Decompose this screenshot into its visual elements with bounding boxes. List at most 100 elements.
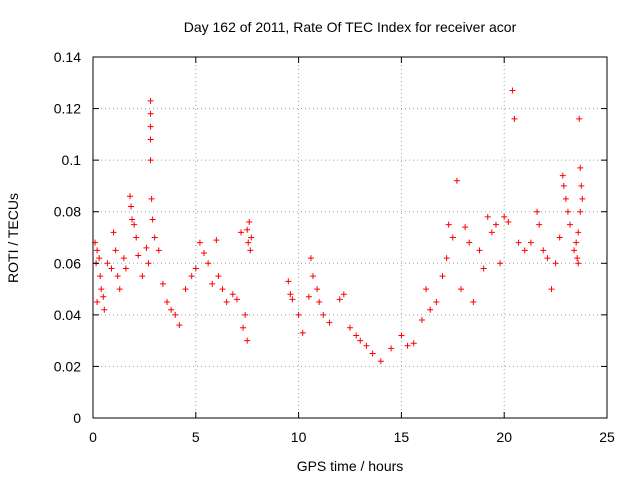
plot-frame <box>92 56 608 419</box>
data-point <box>577 208 584 215</box>
data-point <box>287 291 294 298</box>
data-point <box>244 226 251 233</box>
data-point <box>515 239 522 246</box>
data-point <box>127 193 134 200</box>
data-point <box>466 239 473 246</box>
data-point <box>149 216 156 223</box>
data-point <box>505 219 512 226</box>
data-point <box>209 280 216 287</box>
data-point <box>574 255 581 262</box>
data-point <box>299 329 306 336</box>
data-point <box>223 298 230 305</box>
data-point <box>205 260 212 267</box>
grid <box>93 57 607 418</box>
data-point <box>439 273 446 280</box>
data-point <box>104 260 111 267</box>
x-tick-label: 15 <box>394 429 410 445</box>
y-tick-label: 0.06 <box>54 255 81 271</box>
data-point <box>192 265 199 272</box>
data-point <box>552 260 559 267</box>
data-point <box>534 208 541 215</box>
data-point <box>566 221 573 228</box>
data-point <box>229 291 236 298</box>
data-point <box>151 234 158 241</box>
y-tick-label: 0 <box>73 410 81 426</box>
data-point <box>544 255 551 262</box>
data-point <box>577 164 584 171</box>
data-point <box>363 342 370 349</box>
data-point <box>497 260 504 267</box>
data-point <box>219 286 226 293</box>
data-point <box>445 221 452 228</box>
y-tick-label: 0.04 <box>54 307 81 323</box>
data-point <box>233 296 240 303</box>
data-point <box>564 208 571 215</box>
y-tick-label: 0.12 <box>54 101 81 117</box>
data-point <box>575 229 582 236</box>
data-point <box>336 296 343 303</box>
y-tick-label: 0.14 <box>54 49 81 65</box>
data-point <box>147 97 154 104</box>
data-point <box>484 213 491 220</box>
data-point <box>433 298 440 305</box>
data-point <box>418 317 425 324</box>
data-point <box>196 239 203 246</box>
data-point <box>96 255 103 262</box>
data-point <box>245 239 252 246</box>
data-point <box>548 286 555 293</box>
ticks <box>92 56 608 419</box>
data-point <box>309 273 316 280</box>
data-point <box>536 221 543 228</box>
data-point <box>470 298 477 305</box>
data-point <box>575 260 582 267</box>
data-point <box>340 291 347 298</box>
data-point <box>143 244 150 251</box>
chart-title: Day 162 of 2011, Rate Of TEC Index for r… <box>184 19 517 35</box>
data-point <box>129 216 136 223</box>
data-point <box>443 255 450 262</box>
data-point <box>285 278 292 285</box>
data-point <box>511 115 518 122</box>
data-point <box>307 255 314 262</box>
data-point <box>133 234 140 241</box>
data-point <box>559 172 566 179</box>
data-point <box>159 280 166 287</box>
data-point <box>94 298 101 305</box>
data-point <box>476 247 483 254</box>
data-point <box>320 311 327 318</box>
data-point <box>108 265 115 272</box>
data-point <box>453 177 460 184</box>
data-point <box>131 221 138 228</box>
data-point <box>240 324 247 331</box>
data-points <box>92 87 586 365</box>
data-point <box>357 337 364 344</box>
data-point <box>480 265 487 272</box>
data-point <box>147 136 154 143</box>
y-tick-label: 0.1 <box>62 152 82 168</box>
data-point <box>369 350 376 357</box>
data-point <box>423 286 430 293</box>
data-point <box>101 306 108 313</box>
data-point <box>116 286 123 293</box>
data-point <box>398 332 405 339</box>
data-point <box>527 239 534 246</box>
data-point <box>576 115 583 122</box>
data-point <box>488 229 495 236</box>
data-point <box>579 195 586 202</box>
data-point <box>145 260 152 267</box>
data-point <box>148 195 155 202</box>
y-tick-label: 0.08 <box>54 204 81 220</box>
data-point <box>492 221 499 228</box>
data-point <box>238 229 245 236</box>
data-point <box>353 332 360 339</box>
data-point <box>114 273 121 280</box>
data-point <box>314 286 321 293</box>
data-point <box>98 286 105 293</box>
x-tick-label: 0 <box>89 429 97 445</box>
data-point <box>326 319 333 326</box>
data-point <box>449 234 456 241</box>
y-axis-label: ROTI / TECUs <box>5 193 21 283</box>
data-point <box>556 234 563 241</box>
data-point <box>560 182 567 189</box>
